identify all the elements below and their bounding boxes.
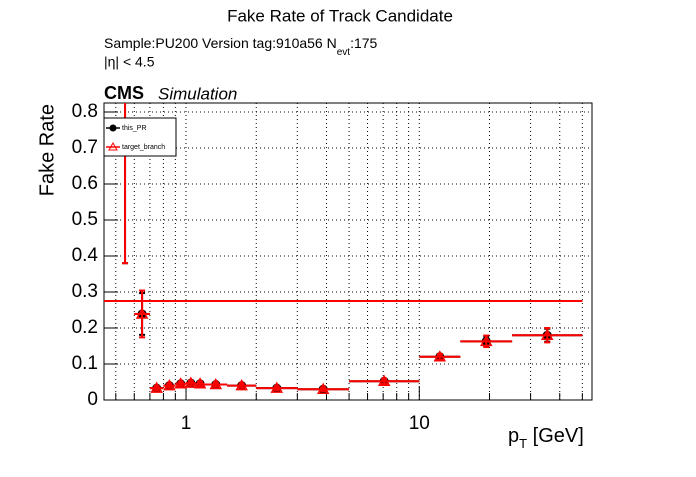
marker (377, 374, 391, 387)
y-axis-label: Fake Rate (36, 104, 58, 196)
marker (150, 381, 163, 393)
marker (135, 307, 149, 319)
x-label-text: p (508, 425, 519, 447)
cms-label: CMS (104, 83, 144, 103)
x-tick-label: 10 (409, 413, 430, 434)
marker (193, 377, 207, 389)
data-layer (104, 103, 583, 394)
marker (209, 377, 223, 390)
marker (184, 376, 198, 388)
chart-title: Fake Rate of Track Candidate (227, 6, 453, 25)
legend-marker (109, 124, 117, 132)
subtitle-sub: evt (337, 47, 351, 58)
y-tick-label: 0.5 (72, 209, 98, 230)
legend-marker (108, 141, 118, 151)
marker (270, 381, 284, 393)
legend-label: this_PR (122, 125, 147, 132)
marker (433, 350, 447, 362)
plot-area: 0 0.1 0.2 0.3 0.4 0.5 0.6 0.7 0.8 1 10 (72, 101, 592, 434)
x-tick-label: 1 (181, 413, 192, 434)
y-tick-label: 0.2 (72, 317, 98, 338)
marker (163, 379, 176, 391)
marker (316, 382, 330, 394)
x-axis-label: pT [GeV] (508, 425, 584, 451)
marker (235, 379, 248, 391)
y-tick-label: 0.3 (72, 281, 98, 302)
x-label-text: [GeV] (527, 425, 584, 447)
y-tick-label: 0.6 (72, 173, 98, 194)
y-tick-label: 0.1 (72, 353, 98, 374)
eta-label: |η| < 4.5 (104, 54, 155, 70)
legend-label: target_branch (122, 144, 165, 151)
marker (540, 328, 554, 340)
subtitle-text: :175 (350, 35, 377, 51)
y-tick-label: 0.7 (72, 137, 98, 158)
subtitle: Sample:PU200 Version tag:910a56 Nevt:175 (104, 35, 378, 58)
y-tick-label: 0.8 (72, 101, 98, 122)
y-tick-label: 0.4 (72, 245, 99, 266)
legend: this_PR target_branch (103, 117, 177, 157)
marker (479, 334, 493, 347)
frame (103, 102, 593, 401)
cms-sublabel: Simulation (158, 84, 237, 103)
subtitle-text: Sample:PU200 Version tag:910a56 N (104, 35, 337, 51)
marker (174, 377, 187, 389)
y-tick-label: 0 (87, 389, 98, 410)
x-label-sub: T (519, 436, 527, 451)
